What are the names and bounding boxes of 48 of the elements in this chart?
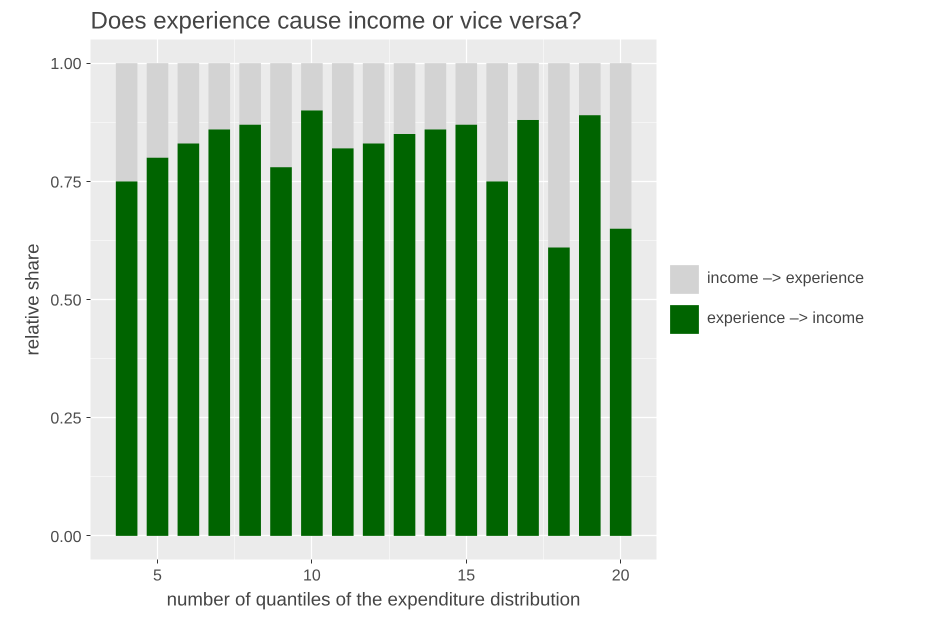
bar	[208, 129, 230, 536]
x-tick-label: 20	[612, 568, 630, 584]
bar	[394, 63, 416, 134]
x-tick-label: 10	[303, 568, 321, 584]
bar	[116, 63, 138, 182]
y-tick-label: 1.00	[50, 56, 82, 74]
bar	[116, 181, 138, 536]
y-tick-label: 0.00	[50, 528, 82, 546]
bar	[270, 167, 292, 536]
bar	[332, 148, 354, 536]
bar	[301, 63, 323, 110]
y-axis-title: relative share	[21, 243, 42, 356]
bar	[610, 228, 632, 536]
bar	[362, 63, 384, 144]
bar	[424, 63, 446, 130]
bar	[394, 134, 416, 536]
x-tick-label: 15	[457, 568, 476, 584]
bar	[455, 124, 478, 536]
bar	[146, 158, 168, 536]
bar	[578, 115, 601, 536]
bar	[517, 120, 539, 536]
bar	[270, 63, 292, 168]
legend-label: income –> experience	[707, 270, 864, 288]
bar	[517, 63, 539, 120]
bar	[301, 110, 323, 536]
bar	[578, 63, 601, 116]
y-tick-label: 0.25	[50, 410, 82, 428]
bar	[486, 181, 508, 536]
bar	[455, 63, 478, 125]
bar	[146, 63, 168, 158]
y-tick-label: 0.75	[50, 174, 82, 192]
bar	[548, 63, 570, 248]
bar	[332, 63, 354, 148]
bar	[239, 124, 261, 536]
bar	[610, 63, 632, 229]
y-tick-label: 0.50	[50, 292, 82, 310]
bar	[178, 144, 200, 536]
chart-title: Does experience cause income or vice versa?	[90, 8, 582, 34]
x-tick-label: 5	[153, 568, 162, 584]
bar	[548, 248, 570, 536]
bar	[239, 63, 261, 125]
legend-label: experience –> income	[707, 310, 864, 328]
x-axis-title: number of quantiles of the expenditure distribution	[166, 588, 580, 610]
bar	[424, 129, 446, 536]
bar	[208, 63, 230, 130]
bar	[178, 63, 200, 144]
bar	[362, 144, 384, 536]
bar	[486, 63, 508, 182]
